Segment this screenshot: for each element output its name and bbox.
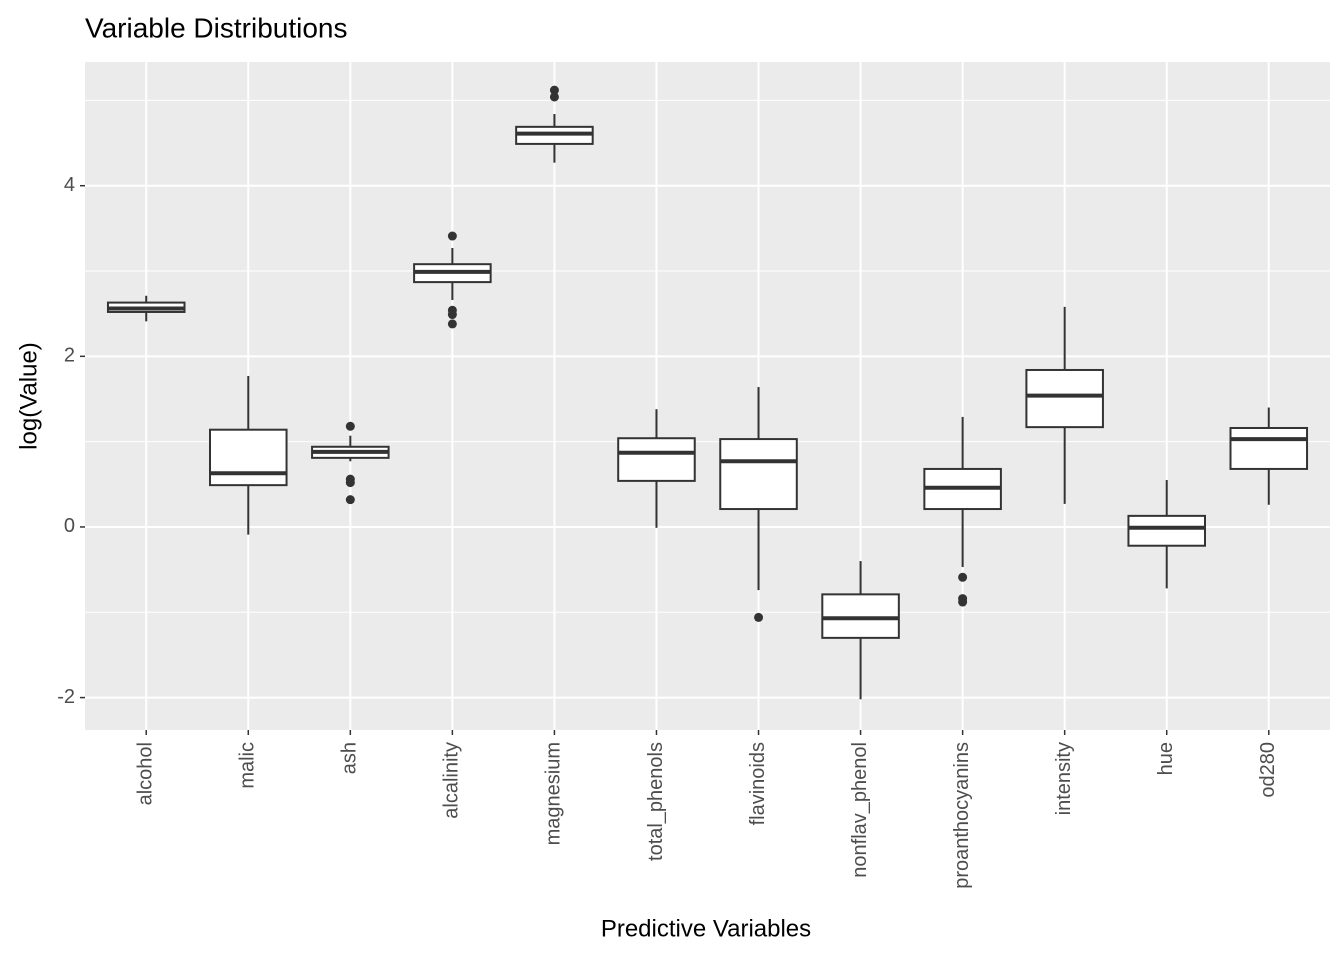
x-axis-title: Predictive Variables: [601, 915, 811, 942]
outlier: [345, 495, 355, 505]
x-tick-label: total_phenols: [645, 742, 667, 861]
chart-title: Variable Distributions: [85, 12, 348, 43]
x-tick-label: hue: [1155, 742, 1177, 775]
outlier: [958, 572, 968, 582]
y-tick-label: 0: [64, 515, 75, 537]
outlier: [958, 597, 968, 607]
plot-panel: [85, 62, 1330, 730]
x-tick-label: nonflav_phenol: [849, 742, 871, 878]
outlier: [345, 478, 355, 488]
box: [1127, 514, 1206, 547]
outlier: [447, 310, 457, 320]
y-tick-label: 2: [64, 345, 75, 367]
x-tick-label: magnesium: [543, 742, 565, 845]
x-tick-label: od280: [1257, 742, 1279, 798]
x-tick-label: ash: [339, 742, 361, 774]
x-tick-label: malic: [237, 742, 259, 789]
outlier: [447, 319, 457, 329]
box: [1025, 368, 1104, 429]
outlier: [754, 612, 764, 622]
box: [209, 428, 288, 487]
x-tick-label: intensity: [1053, 742, 1075, 815]
box: [617, 437, 696, 482]
box: [1229, 426, 1309, 470]
x-tick-label: flavinoids: [747, 742, 769, 825]
y-tick-label: 4: [64, 174, 75, 196]
outlier: [447, 231, 457, 241]
x-tick-label: proanthocyanins: [951, 742, 973, 889]
y-axis-title: log(Value): [15, 342, 42, 450]
box: [719, 438, 798, 511]
outlier: [345, 421, 355, 431]
outlier: [549, 85, 559, 95]
x-tick-label: alcohol: [135, 742, 157, 805]
outlier: [549, 92, 559, 102]
y-tick-label: -2: [57, 686, 75, 708]
x-tick-label: alcalinity: [441, 742, 463, 819]
box: [821, 593, 900, 639]
